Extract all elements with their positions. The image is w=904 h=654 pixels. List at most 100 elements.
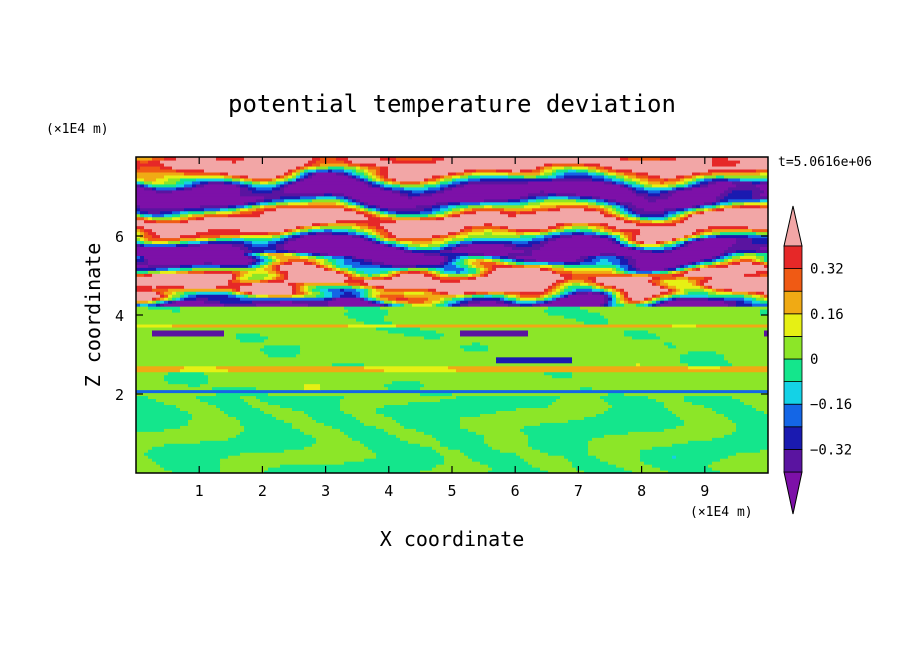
contour-cell	[416, 264, 445, 268]
contour-cell	[232, 279, 241, 283]
contour-cell	[244, 204, 249, 209]
contour-cell	[232, 273, 237, 277]
colorbar-label: 0	[810, 352, 818, 368]
contour-cell	[664, 243, 673, 248]
contour-cell	[544, 171, 553, 176]
contour-cell	[640, 452, 737, 456]
contour-cell	[612, 261, 621, 265]
contour-cell	[552, 165, 565, 170]
contour-cell	[384, 368, 457, 373]
contour-field	[136, 157, 768, 473]
contour-cell	[628, 180, 637, 185]
contour-cell	[144, 186, 153, 191]
contour-cell	[720, 470, 768, 473]
contour-cell	[144, 452, 241, 456]
contour-cell	[388, 165, 537, 170]
contour-cell	[352, 207, 357, 212]
contour-cell	[752, 228, 768, 233]
contour-cell	[524, 458, 569, 462]
contour-cell	[376, 288, 385, 292]
contour-cell	[208, 377, 768, 382]
contour-cell	[692, 401, 745, 406]
contour-cell	[572, 222, 589, 227]
contour-cell	[152, 273, 233, 277]
contour-cell	[472, 261, 481, 265]
contour-cell	[192, 180, 201, 185]
contour-cell	[556, 288, 561, 292]
contour-cell	[152, 213, 165, 218]
contour-cell	[448, 446, 493, 450]
contour-cell	[668, 294, 673, 298]
contour-cell	[216, 285, 241, 289]
contour-cell	[680, 270, 685, 274]
contour-cell	[136, 231, 141, 236]
colorbar-band	[783, 381, 803, 405]
contour-cell	[232, 210, 241, 215]
contour-cell	[316, 171, 337, 176]
contour-cell	[612, 213, 617, 218]
contour-cell	[292, 294, 305, 298]
contour-cell	[760, 192, 768, 197]
contour-cell	[612, 297, 617, 301]
contour-cell	[648, 174, 661, 179]
contour-cell	[244, 180, 253, 185]
contour-cell	[740, 258, 753, 262]
contour-cell	[304, 261, 313, 265]
contour-cell	[652, 300, 657, 304]
contour-cell	[540, 294, 545, 298]
contour-cell	[256, 207, 265, 212]
contour-cell	[152, 180, 165, 185]
contour-cell	[364, 320, 393, 325]
contour-cell	[136, 386, 213, 391]
contour-cell	[552, 264, 565, 268]
contour-cell	[296, 225, 301, 230]
contour-cell	[232, 276, 237, 280]
contour-cell	[600, 168, 609, 173]
contour-cell	[268, 273, 277, 277]
contour-cell	[288, 273, 345, 277]
contour-cell	[452, 258, 457, 262]
contour-cell	[548, 225, 557, 230]
contour-cell	[476, 267, 481, 271]
contour-cell	[612, 288, 617, 292]
contour-cell	[400, 189, 413, 194]
contour-cell	[316, 440, 361, 444]
contour-cell	[732, 255, 741, 259]
contour-cell	[532, 237, 545, 242]
contour-cell	[236, 183, 241, 188]
contour-cell	[560, 234, 573, 239]
contour-cell	[564, 455, 597, 459]
contour-cell	[564, 267, 613, 271]
contour-cell	[380, 303, 385, 307]
contour-cell	[492, 446, 533, 450]
contour-cell	[668, 210, 677, 215]
contour-cell	[612, 270, 617, 274]
contour-cell	[268, 270, 277, 274]
contour-cell	[680, 246, 729, 251]
contour-cell	[408, 270, 421, 274]
contour-cell	[536, 297, 545, 301]
contour-cell	[704, 258, 713, 262]
contour-cell	[200, 180, 209, 185]
contour-cell	[224, 303, 257, 307]
contour-cell	[616, 464, 653, 468]
contour-cell	[720, 204, 725, 209]
contour-cell	[360, 198, 485, 203]
contour-cell	[600, 231, 609, 236]
contour-cell	[136, 195, 265, 200]
contour-cell	[624, 204, 629, 209]
contour-cell	[136, 192, 241, 197]
contour-cell	[528, 332, 625, 337]
contour-cell	[316, 437, 353, 441]
colorbar-label: −0.16	[810, 397, 852, 413]
contour-cell	[596, 225, 605, 230]
contour-cell	[756, 231, 768, 236]
contour-cell	[384, 404, 549, 409]
contour-cell	[764, 329, 768, 334]
contour-cell	[764, 332, 768, 337]
contour-cell	[368, 231, 373, 236]
contour-cell	[548, 285, 553, 289]
contour-cell	[160, 210, 173, 215]
contour-cell	[352, 198, 357, 203]
contour-cell	[332, 291, 345, 295]
